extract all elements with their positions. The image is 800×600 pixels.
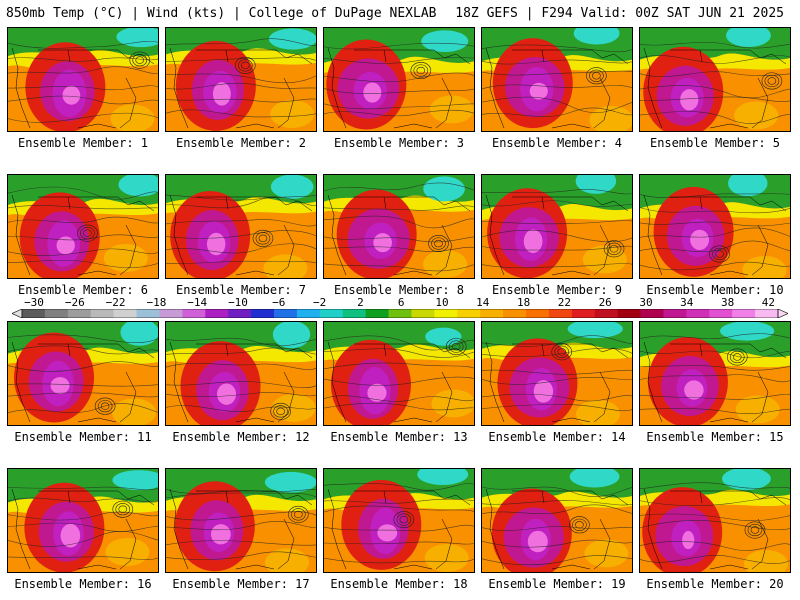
colorbar-tick-label: 38 bbox=[720, 296, 735, 309]
colorbar-tick-label: 6 bbox=[397, 296, 405, 309]
colorbar-segment bbox=[503, 309, 527, 318]
colorbar-tick-label: −2 bbox=[312, 296, 327, 309]
valid-time-label: 18Z GEFS | F294 Valid: 00Z SAT JUN 21 20… bbox=[455, 6, 784, 21]
ensemble-member-map bbox=[639, 321, 791, 426]
ensemble-member-map bbox=[481, 174, 633, 279]
colorbar-segment bbox=[480, 309, 504, 318]
colorbar-segment bbox=[434, 309, 458, 318]
colorbar-segment bbox=[411, 309, 435, 318]
ensemble-member-label: Ensemble Member: 17 bbox=[172, 577, 310, 591]
colorbar-tick-label: −14 bbox=[187, 296, 208, 309]
ensemble-member-label: Ensemble Member: 19 bbox=[488, 577, 626, 591]
colorbar-segment bbox=[686, 309, 710, 318]
colorbar-segment bbox=[296, 309, 321, 318]
ensemble-member-label: Ensemble Member: 9 bbox=[491, 283, 623, 297]
ensemble-member-map bbox=[481, 27, 633, 132]
colorbar-segment bbox=[342, 309, 367, 318]
colorbar-tick-label: −6 bbox=[272, 296, 286, 309]
colorbar-tick-label: 14 bbox=[476, 296, 490, 309]
colorbar-segment bbox=[526, 309, 550, 318]
colorbar-tick-label: 30 bbox=[639, 296, 653, 309]
colorbar-segment bbox=[205, 309, 229, 318]
ensemble-member-label: Ensemble Member: 2 bbox=[175, 136, 307, 150]
ensemble-member-map bbox=[7, 321, 159, 426]
ensemble-member-map bbox=[639, 174, 791, 279]
colorbar-segment bbox=[182, 309, 206, 318]
ensemble-member-map bbox=[7, 174, 159, 279]
temperature-colorbar bbox=[12, 309, 788, 318]
colorbar-segment bbox=[663, 309, 687, 318]
ensemble-member-map bbox=[165, 174, 317, 279]
colorbar-segment bbox=[22, 309, 46, 318]
colorbar-segment bbox=[113, 309, 138, 318]
ensemble-member-label: Ensemble Member: 20 bbox=[646, 577, 784, 591]
ensemble-member-label: Ensemble Member: 18 bbox=[330, 577, 468, 591]
colorbar-segment bbox=[44, 309, 69, 318]
colorbar-right-arrow bbox=[777, 309, 788, 318]
colorbar-segment bbox=[548, 309, 573, 318]
colorbar-tick-label: −30 bbox=[24, 296, 44, 309]
ensemble-member-map bbox=[165, 27, 317, 132]
colorbar-tick-label: −26 bbox=[64, 296, 85, 309]
colorbar-segment bbox=[388, 309, 412, 318]
colorbar-tick-label: 18 bbox=[516, 296, 531, 309]
colorbar-segment bbox=[67, 309, 92, 318]
colorbar-segment bbox=[251, 309, 275, 318]
ensemble-member-map bbox=[481, 321, 633, 426]
colorbar-segment bbox=[159, 309, 183, 318]
ensemble-member-map bbox=[7, 468, 159, 573]
ensemble-member-label: Ensemble Member: 1 bbox=[17, 136, 149, 150]
ensemble-member-label: Ensemble Member: 16 bbox=[14, 577, 152, 591]
ensemble-member-map bbox=[323, 174, 475, 279]
colorbar-segment bbox=[594, 309, 619, 318]
colorbar-segment bbox=[755, 309, 779, 318]
colorbar-tick-label: 34 bbox=[680, 296, 694, 309]
colorbar-tick-label: 2 bbox=[357, 296, 364, 309]
colorbar-tick-label: −22 bbox=[105, 296, 126, 309]
colorbar-segment bbox=[732, 309, 756, 318]
colorbar-tick-label: 42 bbox=[761, 296, 776, 309]
ensemble-member-map bbox=[165, 468, 317, 573]
ensemble-member-label: Ensemble Member: 4 bbox=[491, 136, 623, 150]
colorbar-tick-label: −10 bbox=[228, 296, 248, 309]
ensemble-member-map bbox=[323, 468, 475, 573]
colorbar-tick-label: 26 bbox=[598, 296, 612, 309]
colorbar-segment bbox=[709, 309, 733, 318]
ensemble-member-map bbox=[165, 321, 317, 426]
colorbar-segment bbox=[617, 309, 642, 318]
colorbar-tick-label: −18 bbox=[146, 296, 167, 309]
colorbar-segment bbox=[228, 309, 252, 318]
ensemble-member-label: Ensemble Member: 10 bbox=[646, 283, 784, 297]
colorbar-segment bbox=[640, 309, 664, 318]
colorbar-tick-label: 10 bbox=[435, 296, 449, 309]
ensemble-member-map bbox=[323, 321, 475, 426]
colorbar-segment bbox=[319, 309, 344, 318]
ensemble-member-label: Ensemble Member: 6 bbox=[17, 283, 149, 297]
colorbar-segment bbox=[365, 309, 390, 318]
colorbar-left-arrow bbox=[12, 309, 23, 318]
ensemble-member-map bbox=[323, 27, 475, 132]
ensemble-member-label: Ensemble Member: 15 bbox=[646, 430, 784, 444]
colorbar-segment bbox=[274, 309, 298, 318]
ensemble-member-label: Ensemble Member: 7 bbox=[175, 283, 307, 297]
ensemble-member-label: Ensemble Member: 11 bbox=[14, 430, 152, 444]
ensemble-member-map bbox=[639, 468, 791, 573]
colorbar-segment bbox=[90, 309, 115, 318]
ensemble-member-label: Ensemble Member: 3 bbox=[333, 136, 465, 150]
colorbar-segment bbox=[457, 309, 481, 318]
colorbar-segment bbox=[136, 309, 160, 318]
map-title: 850mb Temp (°C) | Wind (kts) | College o… bbox=[6, 6, 437, 21]
colorbar-tick-label: 22 bbox=[557, 296, 572, 309]
ensemble-member-label: Ensemble Member: 14 bbox=[488, 430, 626, 444]
ensemble-member-label: Ensemble Member: 13 bbox=[330, 430, 468, 444]
ensemble-member-map bbox=[639, 27, 791, 132]
ensemble-member-map bbox=[7, 27, 159, 132]
ensemble-member-label: Ensemble Member: 5 bbox=[649, 136, 781, 150]
ensemble-member-map bbox=[481, 468, 633, 573]
ensemble-member-label: Ensemble Member: 8 bbox=[333, 283, 465, 297]
colorbar-segment bbox=[571, 309, 596, 318]
ensemble-member-label: Ensemble Member: 12 bbox=[172, 430, 310, 444]
colorbar-tick-labels: −30 −26 −22 −18 −14 −10 −6 −2 2 6 10 14 18 22 26 30 34 38… bbox=[0, 296, 800, 310]
